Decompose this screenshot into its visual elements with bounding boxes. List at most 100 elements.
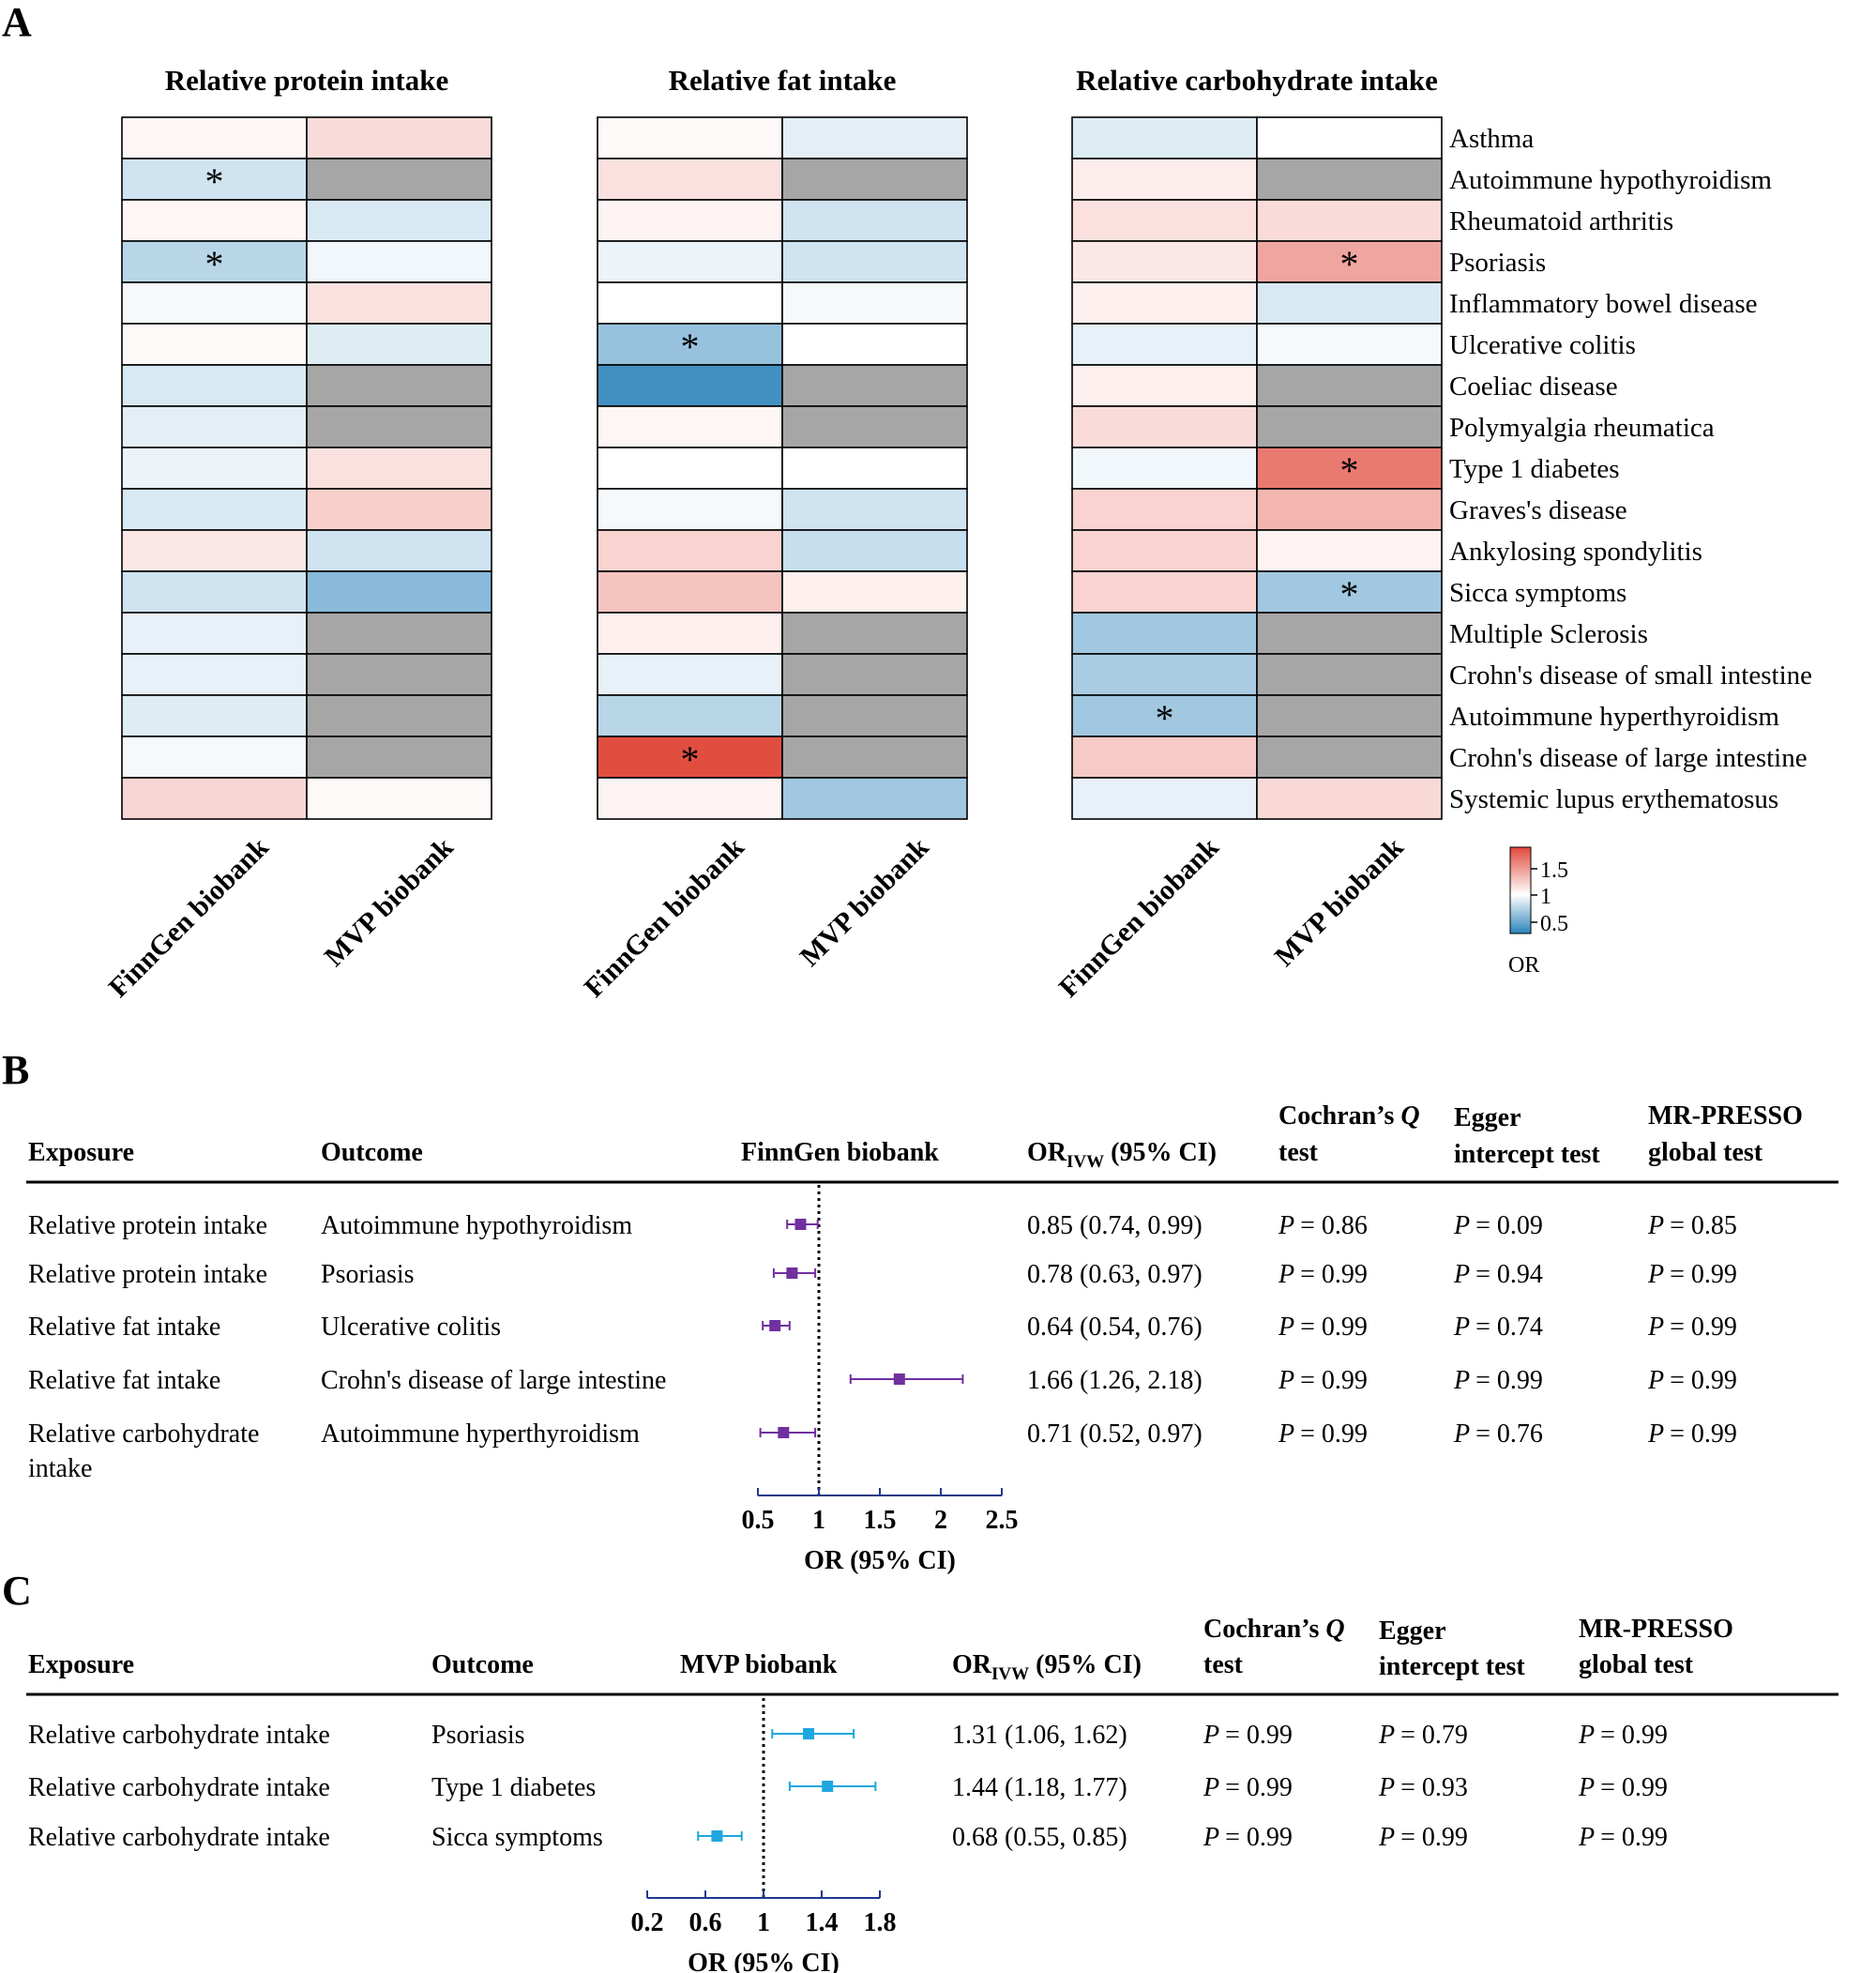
p-label: P <box>1453 1419 1470 1449</box>
row-exposure: Relative carbohydrate <box>28 1419 259 1449</box>
heatmap-row-label: Crohn's disease of small intestine <box>1449 660 1812 691</box>
row-egger-p: P = 0.99 <box>1453 1366 1543 1395</box>
header-presso-test: global test <box>1579 1650 1694 1679</box>
heatmap-cell <box>1256 323 1443 366</box>
row-exposure: Relative carbohydrate intake <box>28 1773 330 1802</box>
p-label: P <box>1453 1313 1470 1342</box>
header-cochran-text: Cochran’s <box>1278 1101 1400 1131</box>
header-cochran-test: test <box>1278 1138 1319 1167</box>
heatmap-cell <box>597 736 783 779</box>
heatmap-column-label: FinnGen biobank <box>103 831 275 1003</box>
header-cochran-q: Q <box>1325 1615 1344 1644</box>
heatmap-cell-na <box>306 405 492 448</box>
p-label: P <box>1378 1773 1395 1802</box>
p-label: P <box>1578 1773 1595 1802</box>
heatmap-cell <box>121 488 308 531</box>
x-tick-label: 2 <box>934 1506 947 1535</box>
panel-a: A Relative protein intake * * FinnGen bioba… <box>2 0 1812 1004</box>
header-egger-test: intercept test <box>1454 1140 1600 1169</box>
row-cochran-p: P = 0.99 <box>1203 1823 1293 1852</box>
heatmap-cell <box>306 447 492 490</box>
row-presso-p: P = 0.99 <box>1647 1419 1737 1449</box>
p-label: P <box>1647 1211 1664 1240</box>
p-value: = 0.99 <box>1670 1419 1737 1449</box>
heatmap-cell <box>121 736 308 779</box>
legend-colorbar <box>1509 846 1532 934</box>
p-label: P <box>1578 1823 1595 1852</box>
heatmap-cell-na <box>306 736 492 779</box>
heatmap-column-label: MVP biobank <box>794 831 935 972</box>
row-presso-p: P = 0.99 <box>1647 1366 1737 1395</box>
p-label: P <box>1278 1260 1294 1289</box>
heatmap-cell <box>1256 447 1443 490</box>
heatmap-row-label: Coeliac disease <box>1449 372 1618 402</box>
row-outcome: Crohn's disease of large intestine <box>321 1366 666 1395</box>
p-label: P <box>1647 1366 1664 1395</box>
heatmap-cell <box>306 777 492 820</box>
p-value: = 0.79 <box>1400 1721 1468 1750</box>
header-egger: Egger <box>1379 1616 1446 1646</box>
heatmap-row-label: Polymyalgia rheumatica <box>1449 413 1715 443</box>
header-or: ORIVW (95% CI) <box>952 1650 1142 1684</box>
header-or-main: OR <box>1027 1138 1067 1167</box>
point-estimate <box>893 1374 905 1385</box>
p-value: = 0.99 <box>1670 1313 1737 1342</box>
heatmap-row-label: Autoimmune hyperthyroidism <box>1449 702 1779 732</box>
color-legend: 1.5 1 0.5 OR <box>1508 846 1568 978</box>
x-tick-label: 1 <box>812 1506 825 1535</box>
row-egger-p: P = 0.79 <box>1378 1721 1468 1750</box>
heatmap-cell <box>306 199 492 242</box>
heatmap-row-label: Psoriasis <box>1449 248 1546 278</box>
heatmap-cell <box>597 199 783 242</box>
row-presso-p: P = 0.85 <box>1647 1211 1737 1240</box>
heatmap-cell-na <box>781 364 968 407</box>
heatmap-title: Relative protein intake <box>165 64 449 97</box>
heatmap-cell <box>1071 612 1258 655</box>
row-egger-p: P = 0.76 <box>1453 1419 1543 1449</box>
heatmap-cell <box>121 405 308 448</box>
heatmap-cell <box>306 281 492 325</box>
heatmap-row-label: Systemic lupus erythematosus <box>1449 784 1778 814</box>
row-presso-p: P = 0.99 <box>1578 1823 1668 1852</box>
significance-star: * <box>681 326 700 368</box>
legend-title: OR <box>1508 953 1539 978</box>
heatmap-cell <box>781 281 968 325</box>
heatmap-cell <box>121 116 308 159</box>
p-value: = 0.74 <box>1475 1313 1543 1342</box>
p-label: P <box>1278 1419 1294 1449</box>
p-label: P <box>1647 1419 1664 1449</box>
heatmap-cell <box>306 323 492 366</box>
x-tick-label: 0.2 <box>631 1908 664 1937</box>
row-cochran-p: P = 0.99 <box>1278 1313 1368 1342</box>
point-estimate <box>711 1830 723 1842</box>
p-value: = 0.99 <box>1300 1313 1368 1342</box>
heatmap-cell <box>121 240 308 283</box>
row-egger-p: P = 0.94 <box>1453 1260 1543 1289</box>
heatmap-cell-na <box>781 158 968 201</box>
p-value: = 0.99 <box>1225 1773 1293 1802</box>
header-outcome: Outcome <box>431 1650 534 1679</box>
x-tick-label: 2.5 <box>986 1506 1019 1535</box>
p-value: = 0.99 <box>1225 1823 1293 1852</box>
header-egger: Egger <box>1454 1103 1521 1132</box>
heatmap-row-label: Ankylosing spondylitis <box>1449 537 1702 567</box>
panel-c: C Exposure Outcome MVP biobank ORIVW (95% C… <box>2 1568 1838 1973</box>
heatmap-cell <box>121 694 308 737</box>
heatmap-cell-na <box>781 612 968 655</box>
panel-label-b: B <box>2 1047 29 1093</box>
p-value: = 0.99 <box>1670 1366 1737 1395</box>
p-value: = 0.09 <box>1475 1211 1543 1240</box>
heatmap-cell-na <box>1256 736 1443 779</box>
p-label: P <box>1453 1211 1470 1240</box>
heatmap-cell <box>597 447 783 490</box>
significance-star: * <box>1340 573 1359 615</box>
heatmap-cell <box>1071 405 1258 448</box>
legend-tick-label: 1.5 <box>1540 858 1568 883</box>
heatmap-row-label: Multiple Sclerosis <box>1449 619 1648 649</box>
heatmap-cell <box>1071 240 1258 283</box>
x-axis-title: OR (95% CI) <box>804 1546 956 1575</box>
heatmap-row-label: Sicca symptoms <box>1449 578 1626 608</box>
heatmap-cell <box>781 488 968 531</box>
heatmap-cell-na <box>1256 612 1443 655</box>
